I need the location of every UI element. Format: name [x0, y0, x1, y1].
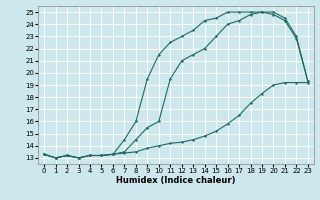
X-axis label: Humidex (Indice chaleur): Humidex (Indice chaleur): [116, 176, 236, 185]
